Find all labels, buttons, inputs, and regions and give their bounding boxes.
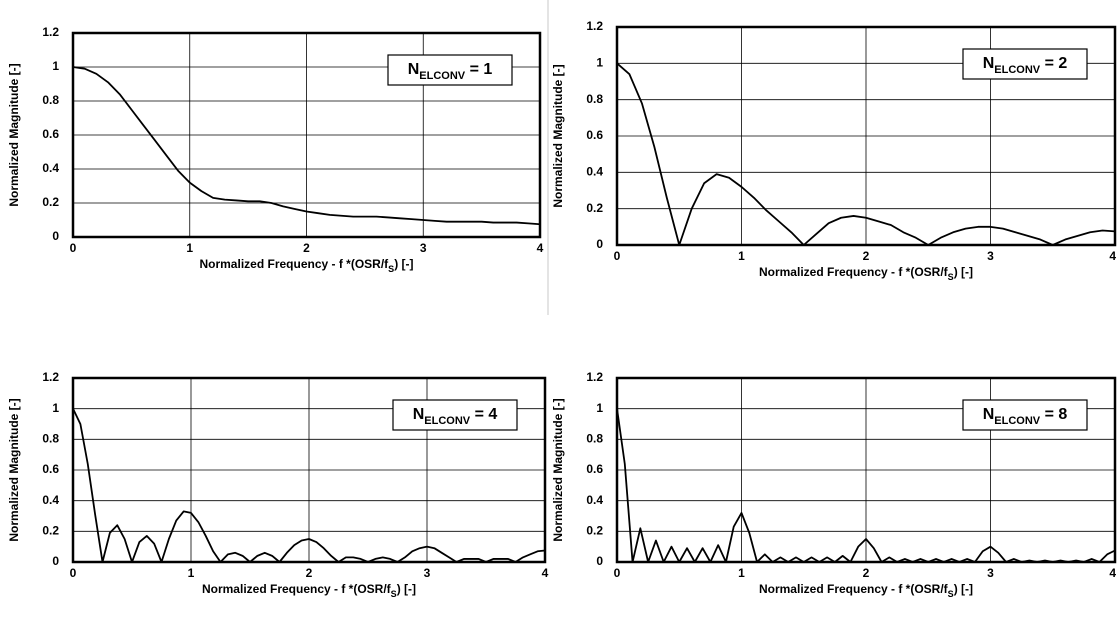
annotation-box [392, 399, 518, 431]
x-tick-label: 2 [863, 249, 870, 263]
x-axis-label-sub: S [948, 272, 954, 282]
annotation: NELCONV = 4 [413, 406, 498, 427]
annotation: NELCONV = 1 [408, 61, 493, 82]
y-axis-label: Normalized Magnitude [-] [551, 64, 565, 207]
annotation-main: N [413, 406, 425, 423]
annotation-sub: ELCONV [419, 70, 466, 82]
x-tick-label: 3 [987, 566, 994, 580]
annotation-main: N [983, 55, 995, 72]
y-axis-label: Normalized Magnitude [-] [7, 398, 21, 541]
y-tick-label: 1 [596, 401, 603, 415]
x-axis-label-sub: S [948, 589, 954, 599]
annotation-sub: ELCONV [994, 64, 1041, 76]
annotation-tail: = 2 [1040, 55, 1067, 72]
y-tick-label: 1.2 [586, 19, 603, 33]
y-tick-label: 0 [52, 229, 59, 243]
x-tick-label: 1 [738, 566, 745, 580]
y-tick-label: 0.6 [42, 462, 59, 476]
x-tick-label: 0 [614, 249, 621, 263]
annotation-sub: ELCONV [994, 415, 1041, 427]
y-tick-label: 0.4 [42, 161, 59, 175]
y-tick-label: 0.6 [586, 462, 603, 476]
y-tick-label: 0.2 [42, 524, 59, 538]
y-tick-label: 0.4 [42, 493, 59, 507]
plot-frame [615, 25, 1117, 247]
plot-frame [615, 376, 1117, 564]
y-tick-label: 0.2 [586, 201, 603, 215]
x-axis-label-tail: ) [-] [397, 582, 416, 596]
y-tick-label: 0.8 [42, 93, 59, 107]
x-axis-label: Normalized Frequency - f *(OSR/fS) [-] [199, 257, 413, 274]
annotation-tail: = 8 [1040, 406, 1067, 423]
x-tick-label: 3 [420, 241, 427, 255]
annotation: NELCONV = 2 [983, 55, 1068, 76]
x-axis-label-main: Normalized Frequency - f *(OSR/f [759, 582, 949, 596]
x-tick-label: 3 [424, 566, 431, 580]
x-tick-label: 2 [303, 241, 310, 255]
x-axis-label-main: Normalized Frequency - f *(OSR/f [199, 257, 389, 271]
annotation-box [962, 48, 1088, 80]
y-tick-label: 0.8 [42, 432, 59, 446]
x-axis-label: Normalized Frequency - f *(OSR/fS) [-] [759, 582, 973, 599]
data-line [616, 62, 1116, 246]
x-tick-label: 2 [306, 566, 313, 580]
data-line [72, 66, 541, 226]
annotation-sub: ELCONV [424, 415, 471, 427]
x-axis-label-sub: S [388, 264, 394, 274]
y-tick-label: 0.4 [586, 165, 603, 179]
annotation-main: N [408, 61, 420, 78]
x-axis-label: Normalized Frequency - f *(OSR/fS) [-] [202, 582, 416, 599]
data-line [72, 408, 546, 563]
y-tick-label: 0 [596, 554, 603, 568]
x-tick-label: 0 [70, 241, 77, 255]
y-tick-label: 0.2 [42, 195, 59, 209]
annotation-tail: = 4 [470, 406, 497, 423]
x-tick-label: 1 [738, 249, 745, 263]
x-tick-label: 0 [70, 566, 77, 580]
x-tick-label: 3 [987, 249, 994, 263]
annotation-tail: = 1 [465, 61, 492, 78]
x-tick-label: 1 [186, 241, 193, 255]
annotation: NELCONV = 8 [983, 406, 1068, 427]
y-tick-label: 1 [52, 401, 59, 415]
y-axis-label: Normalized Magnitude [-] [551, 398, 565, 541]
x-tick-label: 4 [1109, 249, 1116, 263]
y-tick-label: 0.2 [586, 524, 603, 538]
x-tick-label: 2 [863, 566, 870, 580]
annotation-box [962, 399, 1088, 431]
x-axis-label-tail: ) [-] [394, 257, 413, 271]
x-axis-label-main: Normalized Frequency - f *(OSR/f [759, 265, 949, 279]
x-axis-label-tail: ) [-] [954, 582, 973, 596]
x-axis-label: Normalized Frequency - f *(OSR/fS) [-] [759, 265, 973, 282]
y-tick-label: 0 [52, 554, 59, 568]
x-axis-label-tail: ) [-] [954, 265, 973, 279]
y-tick-label: 1.2 [586, 370, 603, 384]
y-tick-label: 1.2 [42, 370, 59, 384]
annotation-box [387, 54, 513, 86]
y-tick-label: 1.2 [42, 25, 59, 39]
plot-frame [71, 376, 547, 564]
x-tick-label: 0 [614, 566, 621, 580]
data-line [616, 408, 1116, 563]
y-tick-label: 0.6 [42, 127, 59, 141]
y-tick-label: 0.4 [586, 493, 603, 507]
annotation-main: N [983, 406, 995, 423]
y-tick-label: 1 [596, 56, 603, 70]
y-axis-label: Normalized Magnitude [-] [7, 63, 21, 206]
x-axis-label-sub: S [391, 589, 397, 599]
y-tick-label: 0.6 [586, 128, 603, 142]
y-tick-label: 0.8 [586, 92, 603, 106]
y-tick-label: 1 [52, 59, 59, 73]
x-tick-label: 4 [537, 241, 544, 255]
y-tick-label: 0.8 [586, 432, 603, 446]
plot-frame [71, 31, 542, 239]
x-tick-label: 4 [1109, 566, 1116, 580]
x-axis-label-main: Normalized Frequency - f *(OSR/f [202, 582, 392, 596]
x-tick-label: 1 [188, 566, 195, 580]
x-tick-label: 4 [542, 566, 549, 580]
y-tick-label: 0 [596, 237, 603, 251]
